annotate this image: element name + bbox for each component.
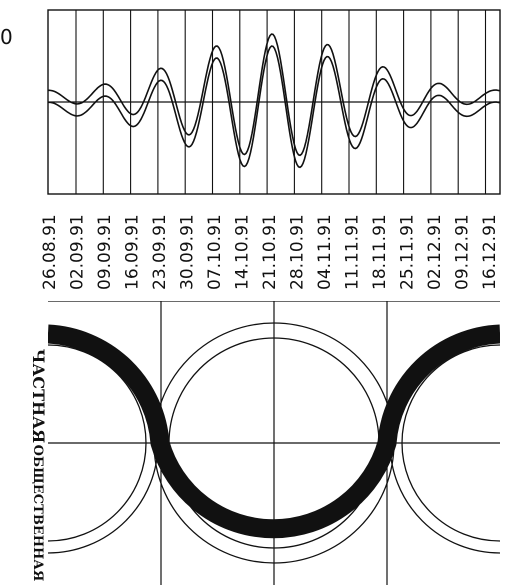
date-label: 02.12.91 xyxy=(425,214,445,290)
corner-mark: 0 xyxy=(0,25,13,49)
label-private: ЧАСТНАЯ xyxy=(29,349,48,444)
date-label: 18.11.91 xyxy=(370,214,390,290)
date-label: 14.10.91 xyxy=(233,214,253,290)
date-label: 21.10.91 xyxy=(260,214,280,290)
date-label: 11.11.91 xyxy=(343,214,363,290)
date-label: 07.10.91 xyxy=(205,214,225,290)
right-ring-inner xyxy=(401,344,500,542)
date-axis-labels: 26.08.91 02.09.91 09.09.91 16.09.91 23.09.91… xyxy=(40,214,500,290)
date-label: 16.12.91 xyxy=(480,214,500,290)
date-label: 04.11.91 xyxy=(315,214,335,290)
circle-diagram xyxy=(48,301,500,585)
wave-upper-contour xyxy=(48,33,500,157)
date-label: 09.12.91 xyxy=(453,214,473,290)
date-label: 26.08.91 xyxy=(40,214,60,290)
date-label: 16.09.91 xyxy=(123,214,143,290)
top-panel: 0 26.08.91 02.09.91 09.09.91 16.09.91 23.09.… xyxy=(0,9,501,290)
left-ring-inner xyxy=(48,344,147,542)
bottom-panel: ЧАСТНАЯ ОБЩЕСТВЕННАЯ xyxy=(29,301,500,585)
date-label: 30.09.91 xyxy=(178,214,198,290)
date-label: 28.10.91 xyxy=(288,214,308,290)
date-label: 09.09.91 xyxy=(95,214,115,290)
label-public: ОБЩЕСТВЕННАЯ xyxy=(30,445,45,582)
thick-wave-band xyxy=(48,324,500,539)
date-label: 23.09.91 xyxy=(150,214,170,290)
wave-lower-contour xyxy=(48,45,500,169)
date-label: 25.11.91 xyxy=(398,214,418,290)
date-label: 02.09.91 xyxy=(68,214,88,290)
